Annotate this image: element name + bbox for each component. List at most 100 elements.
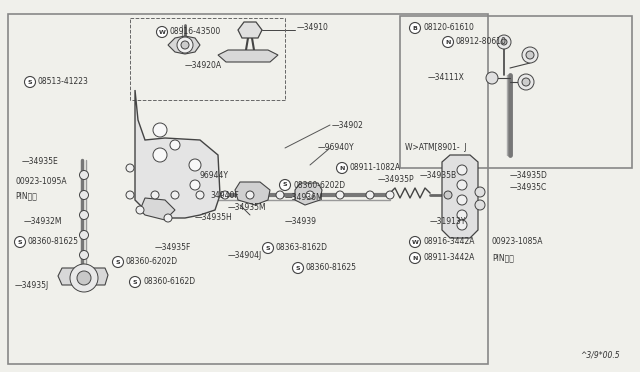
Text: —34935H: —34935H bbox=[195, 214, 233, 222]
Text: N: N bbox=[412, 256, 418, 260]
Text: ^3/9*00.5: ^3/9*00.5 bbox=[580, 350, 620, 359]
Polygon shape bbox=[442, 155, 478, 238]
Text: N: N bbox=[445, 39, 451, 45]
Text: —34939: —34939 bbox=[285, 218, 317, 227]
Text: —34902: —34902 bbox=[332, 121, 364, 129]
Circle shape bbox=[153, 148, 167, 162]
Text: 08513-41223: 08513-41223 bbox=[38, 77, 89, 87]
Circle shape bbox=[486, 72, 498, 84]
Circle shape bbox=[526, 51, 534, 59]
Polygon shape bbox=[238, 22, 262, 38]
Text: —34910: —34910 bbox=[297, 23, 329, 32]
Polygon shape bbox=[58, 268, 108, 285]
Text: —34935C: —34935C bbox=[510, 183, 547, 192]
Circle shape bbox=[79, 211, 88, 219]
Circle shape bbox=[189, 159, 201, 171]
Text: —34935M: —34935M bbox=[228, 203, 267, 212]
Polygon shape bbox=[295, 183, 322, 205]
Text: 08120-61610: 08120-61610 bbox=[423, 23, 474, 32]
Text: B: B bbox=[413, 26, 417, 31]
Circle shape bbox=[442, 36, 454, 48]
Circle shape bbox=[366, 191, 374, 199]
Text: 08360-6162D: 08360-6162D bbox=[143, 278, 195, 286]
Circle shape bbox=[136, 206, 144, 214]
Text: —34935E: —34935E bbox=[22, 157, 59, 167]
Text: 08360-6202D: 08360-6202D bbox=[293, 180, 345, 189]
Circle shape bbox=[79, 190, 88, 199]
Circle shape bbox=[457, 165, 467, 175]
Circle shape bbox=[410, 253, 420, 263]
Text: —34904J: —34904J bbox=[228, 250, 262, 260]
Circle shape bbox=[153, 123, 167, 137]
Polygon shape bbox=[218, 50, 278, 62]
Circle shape bbox=[15, 237, 26, 247]
Text: —34935B: —34935B bbox=[420, 170, 457, 180]
Circle shape bbox=[151, 191, 159, 199]
Polygon shape bbox=[140, 198, 175, 220]
Circle shape bbox=[276, 191, 284, 199]
Text: S: S bbox=[28, 80, 32, 84]
Circle shape bbox=[522, 78, 530, 86]
Circle shape bbox=[196, 191, 204, 199]
Circle shape bbox=[386, 191, 394, 199]
Text: —34920A: —34920A bbox=[185, 61, 222, 70]
Text: S: S bbox=[18, 240, 22, 244]
Circle shape bbox=[497, 35, 511, 49]
Text: 08911-3442A: 08911-3442A bbox=[423, 253, 474, 263]
Circle shape bbox=[262, 243, 273, 253]
Text: —96940Y: —96940Y bbox=[318, 144, 355, 153]
Circle shape bbox=[337, 163, 348, 173]
Text: S: S bbox=[296, 266, 300, 270]
Text: S: S bbox=[116, 260, 120, 264]
Circle shape bbox=[70, 264, 98, 292]
Text: W: W bbox=[159, 29, 165, 35]
Text: 08916-3442A: 08916-3442A bbox=[423, 237, 474, 247]
Text: 96944Y: 96944Y bbox=[200, 170, 229, 180]
Circle shape bbox=[475, 200, 485, 210]
Text: W: W bbox=[412, 240, 419, 244]
Circle shape bbox=[129, 276, 141, 288]
Circle shape bbox=[336, 191, 344, 199]
Circle shape bbox=[522, 47, 538, 63]
Circle shape bbox=[410, 237, 420, 247]
Circle shape bbox=[475, 187, 485, 197]
Circle shape bbox=[177, 37, 193, 53]
Text: —34936M: —34936M bbox=[285, 193, 324, 202]
Circle shape bbox=[457, 210, 467, 220]
Text: 08360-6202D: 08360-6202D bbox=[126, 257, 178, 266]
Circle shape bbox=[126, 191, 134, 199]
Text: 08363-8162D: 08363-8162D bbox=[276, 244, 328, 253]
Bar bbox=[8, 14, 488, 364]
Circle shape bbox=[79, 250, 88, 260]
Circle shape bbox=[170, 140, 180, 150]
Text: —34935D: —34935D bbox=[510, 170, 548, 180]
Text: —34935F: —34935F bbox=[155, 244, 191, 253]
Circle shape bbox=[24, 77, 35, 87]
Circle shape bbox=[444, 191, 452, 199]
Circle shape bbox=[79, 170, 88, 180]
Circle shape bbox=[113, 257, 124, 267]
Text: —34935P: —34935P bbox=[378, 176, 415, 185]
Circle shape bbox=[410, 22, 420, 33]
Text: —34935J: —34935J bbox=[15, 280, 49, 289]
Circle shape bbox=[181, 41, 189, 49]
Text: —34111X: —34111X bbox=[428, 74, 465, 83]
Circle shape bbox=[171, 191, 179, 199]
Circle shape bbox=[457, 195, 467, 205]
Text: W>ATM[8901-  J: W>ATM[8901- J bbox=[405, 144, 467, 153]
Circle shape bbox=[518, 74, 534, 90]
Polygon shape bbox=[135, 90, 220, 218]
Circle shape bbox=[221, 191, 229, 199]
Text: 08916-43500: 08916-43500 bbox=[170, 28, 221, 36]
Circle shape bbox=[457, 220, 467, 230]
Circle shape bbox=[306, 191, 314, 199]
Text: N: N bbox=[339, 166, 345, 170]
Text: 08360-81625: 08360-81625 bbox=[28, 237, 79, 247]
Text: PINピン: PINピン bbox=[492, 253, 514, 263]
Circle shape bbox=[77, 271, 91, 285]
Text: —31913Y: —31913Y bbox=[430, 218, 467, 227]
Text: 00923-1085A: 00923-1085A bbox=[492, 237, 543, 247]
Text: 34940F: 34940F bbox=[210, 190, 239, 199]
Circle shape bbox=[164, 214, 172, 222]
Circle shape bbox=[79, 231, 88, 240]
